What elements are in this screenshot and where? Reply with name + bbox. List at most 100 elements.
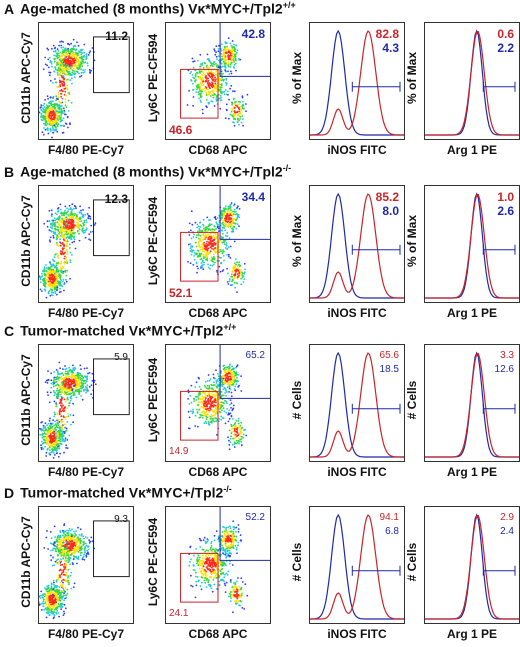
scatter-point bbox=[53, 411, 56, 414]
scatter-point bbox=[65, 399, 68, 401]
scatter-point bbox=[65, 73, 68, 76]
scatter-point bbox=[52, 379, 55, 382]
scatter-point bbox=[70, 42, 73, 45]
scatter-point bbox=[225, 79, 228, 81]
scatter-point bbox=[200, 79, 202, 81]
scatter-point bbox=[66, 245, 69, 248]
scatter-point bbox=[59, 41, 61, 43]
scatter-point bbox=[54, 125, 57, 128]
scatter-point bbox=[224, 366, 226, 369]
percentage-blue: 12.6 bbox=[494, 364, 514, 375]
scatter-point bbox=[231, 379, 233, 382]
scatter-point bbox=[233, 208, 236, 211]
scatter-point bbox=[225, 242, 228, 244]
section-title: A Age-matched (8 months) Vκ*MYC+/Tpl2+/+ bbox=[4, 0, 296, 17]
gate-percentage-low: 46.6 bbox=[169, 123, 193, 137]
scatter-point bbox=[50, 372, 53, 375]
scatter-point bbox=[201, 229, 203, 232]
scatter-point bbox=[229, 113, 232, 116]
hist1-plot bbox=[310, 29, 404, 136]
scatter-point bbox=[238, 108, 241, 111]
scatter-point bbox=[59, 367, 61, 370]
scatter-point bbox=[42, 107, 44, 110]
scatter-point bbox=[55, 110, 58, 113]
scatter-point bbox=[60, 266, 62, 269]
scatter-point bbox=[59, 283, 62, 286]
scatter2-panel: 34.4 52.1 CD68 APC Ly6C PE-CF594 bbox=[146, 185, 271, 320]
scatter-point bbox=[230, 373, 233, 375]
scatter-point bbox=[44, 289, 47, 292]
scatter-point bbox=[193, 60, 196, 62]
scatter-point bbox=[77, 52, 79, 55]
scatter-point bbox=[66, 217, 68, 220]
scatter-point bbox=[66, 55, 69, 57]
scatter-point bbox=[86, 389, 89, 391]
scatter-point bbox=[69, 67, 72, 70]
scatter-point bbox=[214, 377, 216, 380]
scatter-point bbox=[219, 240, 222, 242]
scatter-point bbox=[199, 99, 202, 102]
genotype-superscript: -/- bbox=[282, 163, 292, 173]
scatter-point bbox=[61, 85, 64, 87]
scatter-point bbox=[195, 399, 198, 401]
percentage-red: 65.6 bbox=[379, 350, 399, 361]
scatter-point bbox=[58, 421, 61, 423]
scatter-point bbox=[225, 58, 227, 61]
scatter-point bbox=[65, 106, 68, 108]
scatter-point bbox=[65, 66, 67, 69]
scatter-point bbox=[231, 271, 234, 274]
scatter-point bbox=[235, 258, 237, 261]
scatter-point bbox=[50, 294, 53, 296]
scatter-point bbox=[53, 124, 56, 127]
scatter-point bbox=[63, 234, 65, 237]
scatter-point bbox=[54, 66, 57, 69]
scatter-point bbox=[59, 224, 61, 226]
scatter-point bbox=[53, 376, 56, 379]
scatter-point bbox=[65, 416, 67, 418]
scatter-point bbox=[215, 98, 218, 100]
scatter-point bbox=[220, 406, 222, 409]
scatter-point bbox=[55, 424, 58, 426]
scatter-point bbox=[241, 95, 244, 98]
scatter-point bbox=[66, 87, 69, 90]
scatter-point bbox=[76, 217, 78, 220]
scatter-point bbox=[45, 113, 47, 115]
scatter-point bbox=[206, 53, 209, 56]
scatter-point bbox=[73, 207, 75, 210]
scatter-point bbox=[191, 89, 194, 91]
scatter-point bbox=[199, 93, 202, 96]
scatter-point bbox=[220, 418, 223, 421]
scatter-point bbox=[230, 415, 233, 418]
scatter-point bbox=[215, 96, 218, 99]
scatter-point bbox=[204, 420, 207, 423]
scatter-point bbox=[77, 222, 79, 225]
scatter-point bbox=[52, 268, 55, 271]
scatter-point bbox=[72, 371, 74, 374]
scatter-point bbox=[230, 57, 233, 60]
scatter-point bbox=[223, 52, 226, 55]
scatter-point bbox=[58, 55, 61, 57]
section-title: D Tumor-matched Vκ*MYC+/Tpl2-/- bbox=[4, 484, 232, 501]
genotype-superscript: -/- bbox=[223, 484, 232, 494]
scatter-point bbox=[44, 288, 46, 291]
scatter-point bbox=[201, 397, 204, 400]
scatter-point bbox=[225, 400, 228, 403]
scatter-point bbox=[61, 433, 64, 435]
scatter-point bbox=[77, 61, 80, 64]
scatter-point bbox=[52, 264, 54, 267]
scatter-point bbox=[48, 239, 51, 242]
scatter-point bbox=[219, 270, 222, 273]
scatter-point bbox=[39, 276, 41, 278]
scatter-point bbox=[190, 237, 193, 240]
x-axis-label: iNOS FITC bbox=[327, 143, 387, 157]
scatter-point bbox=[46, 47, 49, 50]
scatter-point bbox=[84, 69, 86, 71]
scatter-point bbox=[46, 113, 49, 116]
scatter-point bbox=[58, 233, 60, 235]
scatter-point bbox=[61, 280, 64, 283]
scatter-point bbox=[207, 79, 210, 82]
scatter-point bbox=[191, 74, 194, 76]
scatter-point bbox=[60, 54, 63, 57]
scatter-point bbox=[222, 207, 225, 210]
scatter-point bbox=[212, 235, 215, 237]
